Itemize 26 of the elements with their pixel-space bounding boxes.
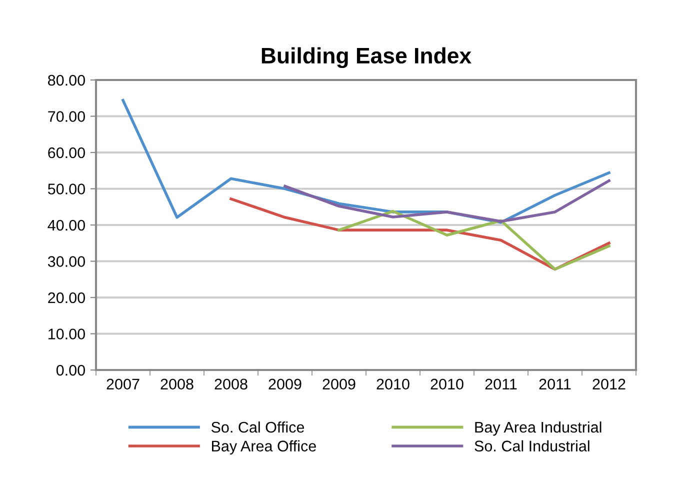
y-tick-label: 50.00 xyxy=(48,184,85,194)
x-tick-label: 2007 xyxy=(106,378,140,390)
legend-label: So. Cal Industrial xyxy=(474,440,590,452)
legend-label: Bay Area Industrial xyxy=(475,421,602,436)
y-tick-label: 60.00 xyxy=(48,147,85,158)
x-tick-label: 2010 xyxy=(376,378,410,390)
x-tick-label: 2012 xyxy=(592,378,626,390)
legend-label: So. Cal Office xyxy=(211,421,304,433)
y-tick-label: 80.00 xyxy=(48,74,85,86)
y-tick-label: 10.00 xyxy=(48,328,85,340)
y-tick-label: 30.00 xyxy=(48,256,85,267)
line-series xyxy=(338,210,610,271)
x-tick-label: 2008 xyxy=(160,378,194,390)
y-tick-label: 70.00 xyxy=(48,111,85,122)
x-tick-label: 2011 xyxy=(485,378,517,390)
y-tick-label: 0.00 xyxy=(56,364,85,376)
y-tick-label: 40.00 xyxy=(48,220,85,231)
x-tick-label: 2011 xyxy=(539,378,571,390)
x-tick-label: 2008 xyxy=(214,378,248,390)
y-tick-label: 20.00 xyxy=(48,292,85,304)
legend-label: Bay Area Office xyxy=(212,440,316,455)
x-tick-label: 2009 xyxy=(322,378,356,390)
x-tick-label: 2010 xyxy=(430,378,464,390)
x-tick-label: 2009 xyxy=(268,378,302,390)
line-series xyxy=(284,179,610,223)
chart-title: Building Ease Index xyxy=(262,47,472,68)
